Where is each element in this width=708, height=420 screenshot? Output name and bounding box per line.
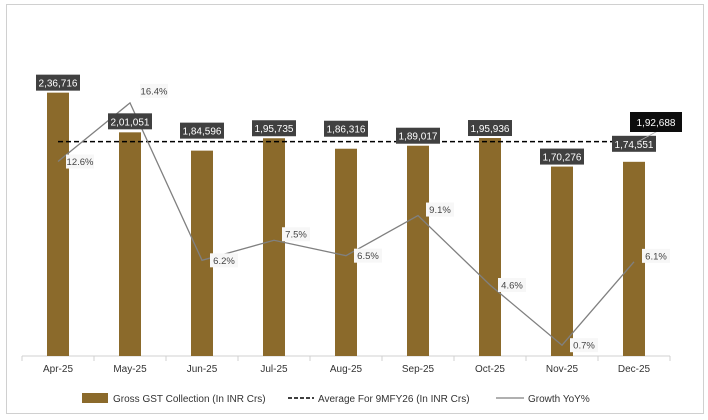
bar-data-label: 2,36,716: [39, 79, 78, 90]
growth-label-box: [66, 154, 94, 169]
growth-data-label: 0.7%: [573, 341, 595, 352]
bar-data-label: 2,01,051: [111, 117, 150, 128]
bar-label-box: [36, 74, 80, 91]
legend-label-growth: Growth YoY%: [528, 394, 590, 405]
bar-label-box: [396, 127, 440, 144]
growth-data-label: 6.2%: [213, 256, 235, 267]
bar-nov-25: [551, 166, 573, 356]
chart-frame: [6, 4, 704, 414]
growth-label-box: [498, 278, 526, 293]
growth-data-label: 16.4%: [141, 86, 168, 97]
growth-data-label: 12.6%: [67, 157, 94, 168]
x-tick-label: Jul-25: [260, 364, 288, 375]
growth-label-box: [282, 227, 310, 242]
legend-label-average: Average For 9MFY26 (In INR Crs): [318, 394, 470, 405]
x-tick-label: Oct-25: [475, 364, 505, 375]
growth-line: [57, 101, 635, 347]
bar-label-box: [324, 120, 368, 137]
bar-may-25: [119, 132, 141, 356]
bar-data-label: 1,70,276: [543, 153, 582, 164]
x-tick-label: Aug-25: [330, 364, 363, 375]
bar-dec-25: [623, 161, 645, 356]
growth-data-label: 6.5%: [357, 251, 379, 262]
growth-data-label: 9.1%: [429, 205, 451, 216]
bar-oct-25: [479, 138, 501, 356]
legend-swatch-bars: [82, 393, 108, 403]
growth-label-box: [140, 83, 168, 98]
growth-data-label: 6.1%: [645, 251, 667, 262]
bar-data-label: 1,74,551: [615, 140, 654, 151]
legend-label-bars: Gross GST Collection (In INR Crs): [113, 394, 266, 405]
bar-data-label: 1,84,596: [183, 127, 222, 138]
bar-data-label: 1,89,017: [399, 132, 438, 143]
bar-apr-25: [47, 92, 69, 357]
x-tick-label: Nov-25: [546, 364, 579, 375]
bar-label-box: [468, 120, 512, 137]
bar-jun-25: [191, 150, 213, 356]
growth-label-box: [210, 253, 238, 268]
bar-label-box: [540, 148, 584, 165]
bar-data-label: 1,86,316: [327, 125, 366, 136]
bar-data-label: 1,95,936: [471, 124, 510, 135]
growth-label-box: [570, 338, 598, 353]
x-tick-label: May-25: [113, 364, 147, 375]
bar-jul-25: [263, 138, 285, 356]
bar-label-box: [252, 120, 296, 137]
bar-data-label: 1,95,735: [255, 124, 294, 135]
bar-label-box: [612, 135, 656, 152]
x-tick-label: Dec-25: [618, 364, 651, 375]
bar-label-box: [108, 113, 152, 130]
bar-sep-25: [407, 145, 429, 356]
bar-aug-25: [335, 148, 357, 356]
x-tick-label: Apr-25: [43, 364, 73, 375]
growth-label-box: [354, 248, 382, 263]
growth-data-label: 7.5%: [285, 230, 307, 241]
average-label-box: [630, 112, 682, 132]
x-tick-label: Jun-25: [187, 364, 218, 375]
growth-label-box: [642, 248, 670, 263]
bar-label-box: [180, 122, 224, 139]
average-data-label: 1,92,688: [637, 118, 676, 129]
growth-label-box: [426, 202, 454, 217]
growth-data-label: 4.6%: [501, 281, 523, 292]
x-tick-label: Sep-25: [402, 364, 435, 375]
